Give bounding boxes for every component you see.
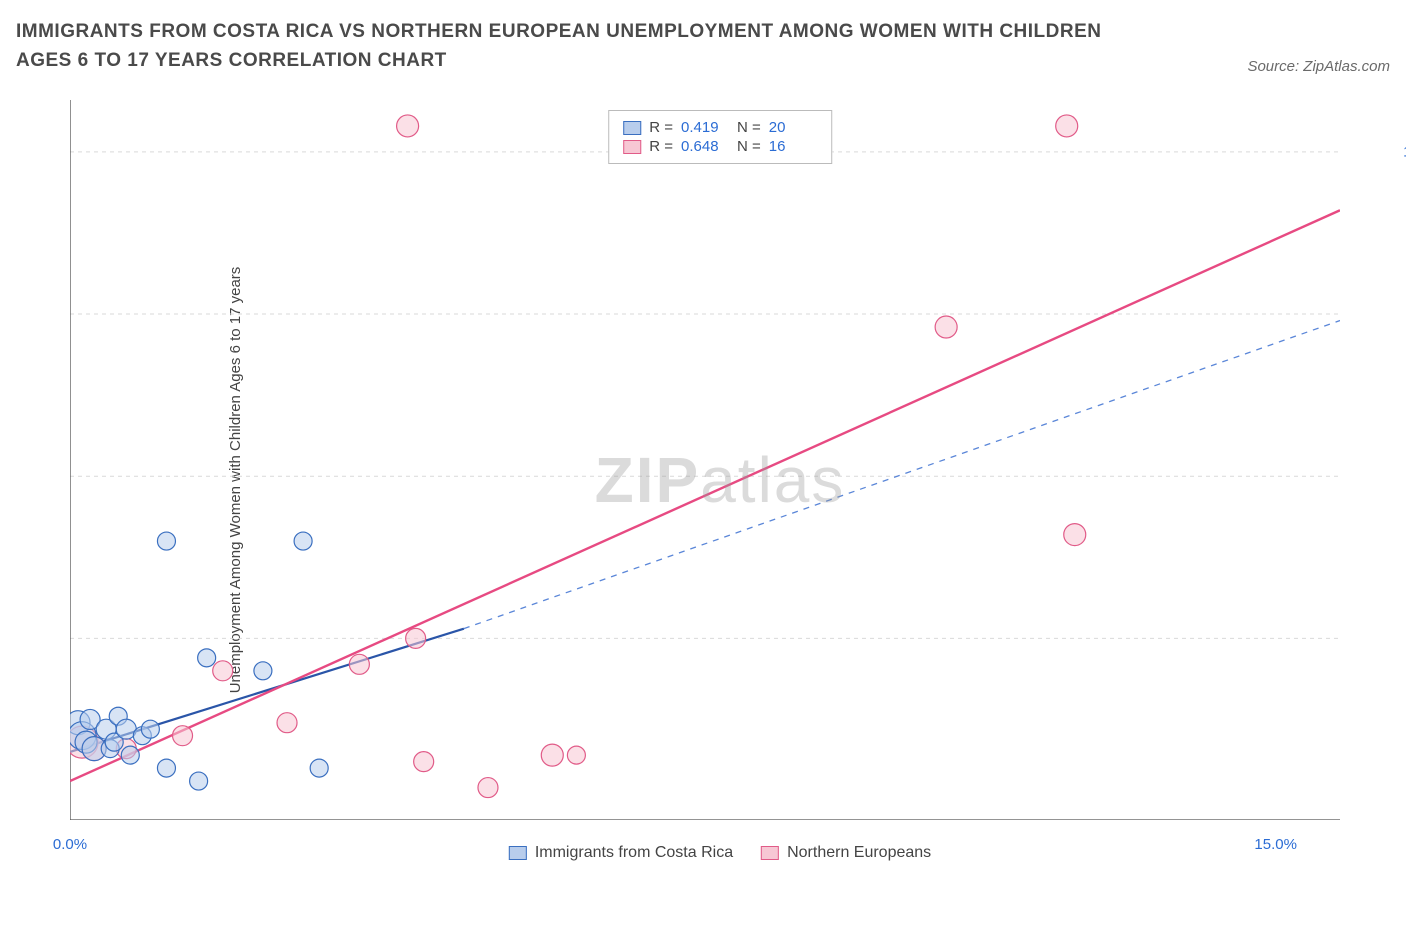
stat-n-label: N = [737,138,761,155]
x-tick-label: 0.0% [53,836,87,853]
legend-item: Northern Europeans [761,844,931,862]
legend-item: Immigrants from Costa Rica [509,844,733,862]
stat-n-label: N = [737,119,761,136]
stat-n-value: 20 [769,119,817,136]
chart-title: IMMIGRANTS FROM COSTA RICA VS NORTHERN E… [16,18,1116,75]
legend-swatch [623,140,641,154]
legend-label: Northern Europeans [787,844,931,862]
chart-source: Source: ZipAtlas.com [1247,58,1390,75]
stat-n-value: 16 [769,138,817,155]
legend-swatch [509,846,527,860]
stat-r-label: R = [649,138,673,155]
stat-r-value: 0.419 [681,119,729,136]
legend-row: R = 0.648 N = 16 [623,138,817,155]
legend-row: R = 0.419 N = 20 [623,119,817,136]
legend-swatch [761,846,779,860]
stat-r-label: R = [649,119,673,136]
stat-r-value: 0.648 [681,138,729,155]
legend-label: Immigrants from Costa Rica [535,844,733,862]
series-legend: Immigrants from Costa Rica Northern Europ… [509,844,931,862]
plot-area: Unemployment Among Women with Children A… [50,100,1390,860]
x-tick-label: 15.0% [1254,836,1297,853]
correlation-legend: R = 0.419 N = 20 R = 0.648 N = 16 [608,110,832,164]
scatter-plot-svg [70,100,1340,820]
legend-swatch [623,121,641,135]
